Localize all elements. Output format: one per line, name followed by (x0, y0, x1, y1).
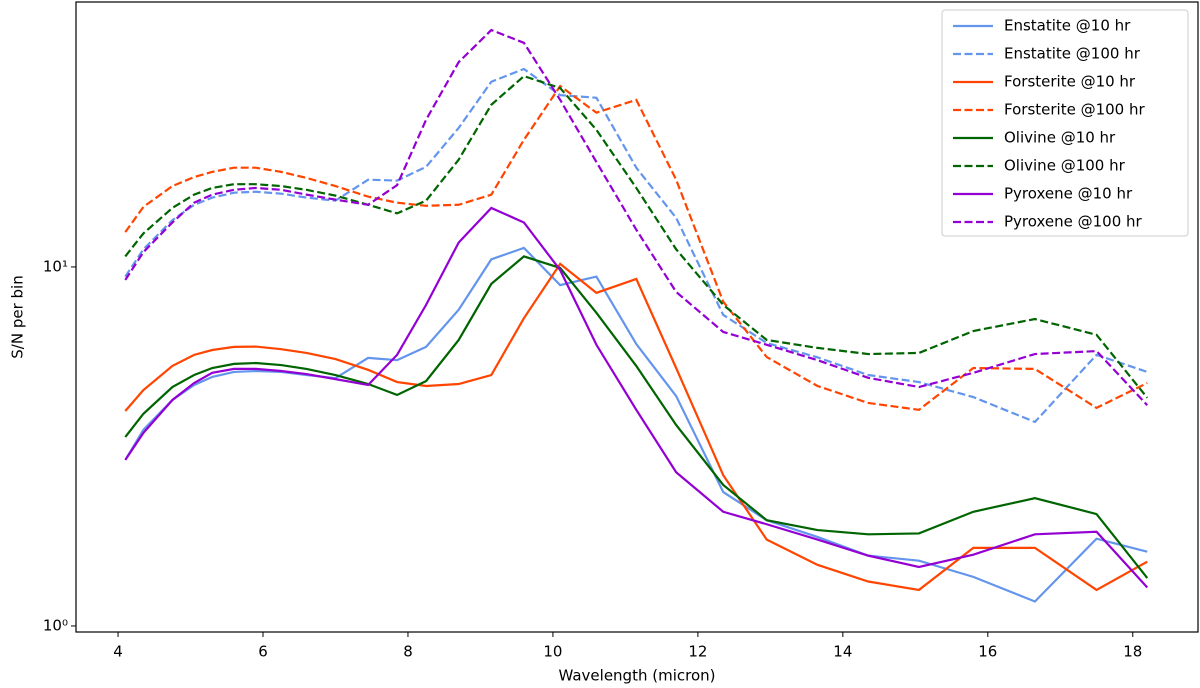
series-line (124, 84, 1148, 411)
x-tick-label: 4 (113, 643, 123, 661)
legend-label: Olivine @100 hr (1004, 157, 1126, 175)
x-tick-label: 12 (688, 643, 707, 661)
x-tick-label: 14 (833, 643, 852, 661)
legend-label: Pyroxene @100 hr (1004, 213, 1143, 231)
legend-label: Pyroxene @10 hr (1004, 185, 1133, 203)
series-line (124, 74, 1149, 399)
x-tick-label: 16 (978, 643, 997, 661)
plot-frame (75, 1, 1199, 633)
legend-label: Olivine @10 hr (1004, 129, 1116, 147)
series-line (124, 246, 1148, 603)
series-line (124, 28, 1149, 406)
legend-box (941, 9, 1189, 237)
y-tick-label: 10¹ (43, 257, 68, 275)
x-axis-label: Wavelength (micron) (558, 667, 715, 685)
series-line (124, 206, 1149, 589)
legend-label: Enstatite @10 hr (1004, 17, 1131, 35)
x-tick-label: 10 (543, 643, 562, 661)
y-axis-label: S/N per bin (9, 275, 27, 358)
y-tick-label: 10⁰ (43, 616, 68, 634)
x-tick-label: 6 (258, 643, 268, 661)
legend-label: Forsterite @100 hr (1004, 101, 1145, 119)
series-line (124, 67, 1148, 424)
x-tick-label: 18 (1123, 643, 1142, 661)
legend-label: Enstatite @100 hr (1004, 45, 1141, 63)
legend-label: Forsterite @10 hr (1004, 73, 1136, 91)
series-line (124, 262, 1148, 592)
x-tick-label: 8 (403, 643, 413, 661)
series-line (124, 255, 1149, 579)
legend: Enstatite @10 hr Enstatite @100 hr Forster… (941, 9, 1189, 237)
